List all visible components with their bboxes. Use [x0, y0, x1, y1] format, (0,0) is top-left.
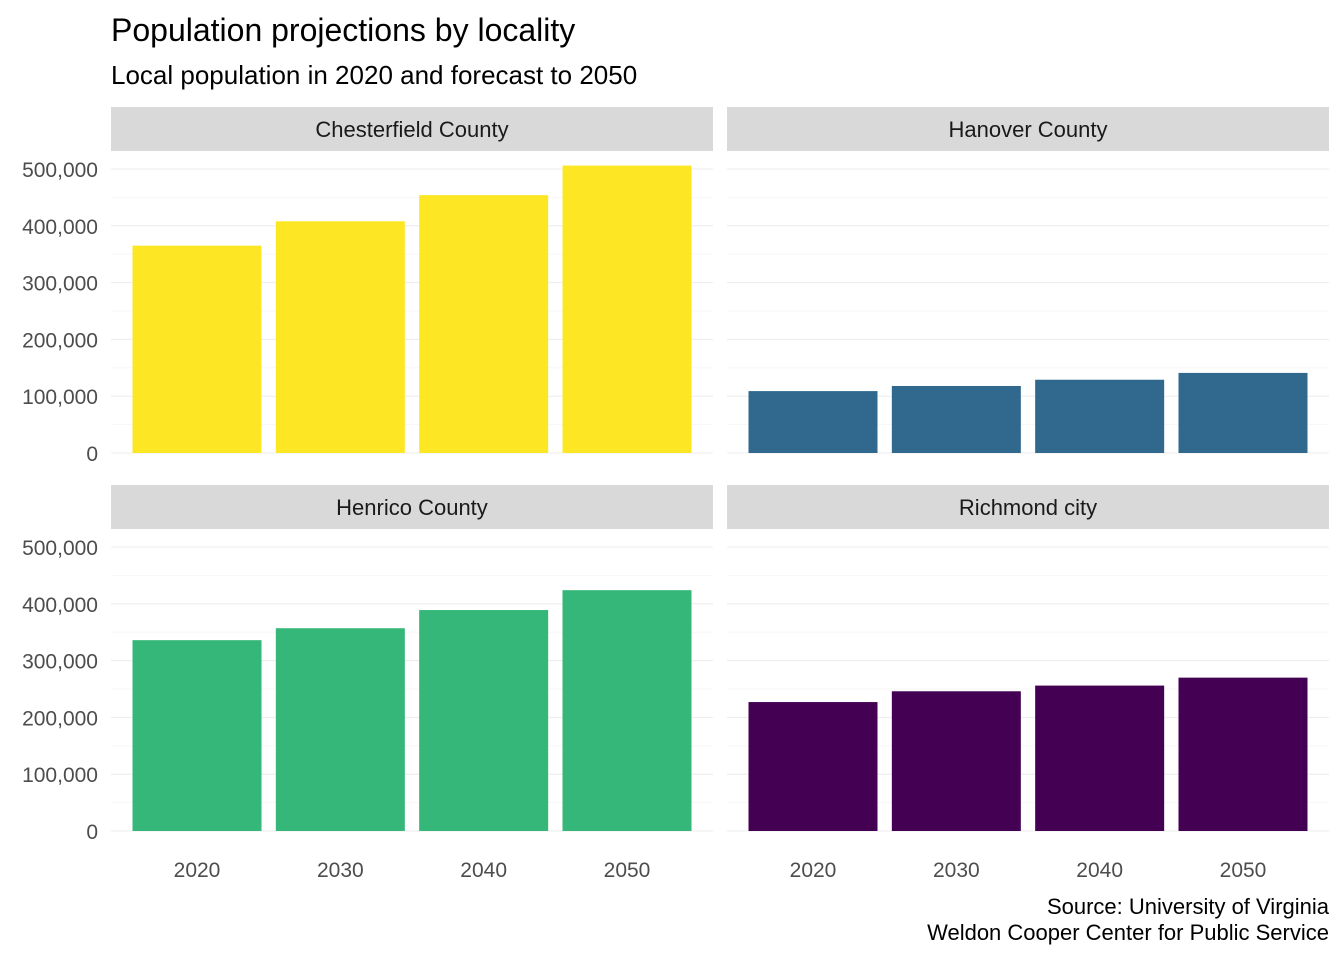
x-tick-label: 2050: [1220, 859, 1267, 882]
bar-hanover-county-2030: [891, 385, 1021, 453]
x-tick-label: 2050: [604, 859, 651, 882]
y-tick-label: 100,000: [22, 764, 98, 787]
facet-strip: [111, 485, 713, 529]
facet-strip: [727, 485, 1329, 529]
bar-richmond-city-2020: [748, 702, 878, 831]
y-tick-label: 300,000: [22, 273, 98, 296]
bar-richmond-city-2050: [1178, 677, 1308, 831]
bar-richmond-city-2040: [1035, 685, 1165, 831]
y-tick-label: 400,000: [22, 216, 98, 239]
chart-title: Population projections by locality: [111, 12, 576, 48]
bar-chesterfield-county-2020: [132, 245, 262, 453]
panel-hanover-county: Hanover County: [727, 107, 1329, 454]
bar-richmond-city-2030: [891, 691, 1021, 831]
caption-line-1: Source: University of Virginia: [1046, 894, 1329, 919]
facet-label: Henrico County: [336, 495, 488, 520]
bar-hanover-county-2050: [1178, 372, 1308, 453]
facet-strip: [111, 107, 713, 151]
y-tick-label: 200,000: [22, 329, 98, 352]
bar-henrico-county-2020: [132, 640, 262, 831]
facet-label: Richmond city: [959, 495, 1097, 520]
chart-caption: Source: University of Virginia Weldon Co…: [927, 894, 1329, 946]
bar-henrico-county-2050: [562, 590, 692, 831]
x-tick-label: 2030: [317, 859, 364, 882]
y-tick-label: 500,000: [22, 159, 98, 182]
y-tick-label: 500,000: [22, 537, 98, 560]
panel-chesterfield-county: Chesterfield County 0 100,000 200,000 300,00…: [22, 107, 713, 466]
x-tick-label: 2020: [174, 859, 221, 882]
bar-henrico-county-2030: [275, 628, 405, 831]
bar-hanover-county-2040: [1035, 379, 1165, 453]
y-tick-label: 300,000: [22, 651, 98, 674]
x-tick-label: 2040: [1076, 859, 1123, 882]
facet-label: Hanover County: [949, 117, 1108, 142]
bar-henrico-county-2040: [419, 610, 549, 831]
chart-subtitle: Local population in 2020 and forecast to…: [111, 60, 638, 90]
bar-chesterfield-county-2050: [562, 165, 692, 454]
caption-line-2: Weldon Cooper Center for Public Service: [927, 920, 1329, 945]
bar-chesterfield-county-2040: [419, 195, 549, 454]
panel-richmond-city: Richmond city 2020 2030 2040 2050: [727, 485, 1329, 882]
x-tick-label: 2020: [790, 859, 837, 882]
panel-henrico-county: Henrico County 0 100,000 200,000 300,000 400,…: [22, 485, 713, 882]
y-tick-label: 0: [86, 821, 98, 844]
x-tick-label: 2040: [460, 859, 507, 882]
y-tick-label: 0: [86, 443, 98, 466]
x-tick-label: 2030: [933, 859, 980, 882]
facet-label: Chesterfield County: [315, 117, 508, 142]
y-tick-label: 200,000: [22, 707, 98, 730]
bar-chesterfield-county-2030: [275, 221, 405, 453]
bar-hanover-county-2020: [748, 391, 878, 453]
y-tick-label: 100,000: [22, 386, 98, 409]
y-tick-label: 400,000: [22, 594, 98, 617]
facet-strip: [727, 107, 1329, 151]
